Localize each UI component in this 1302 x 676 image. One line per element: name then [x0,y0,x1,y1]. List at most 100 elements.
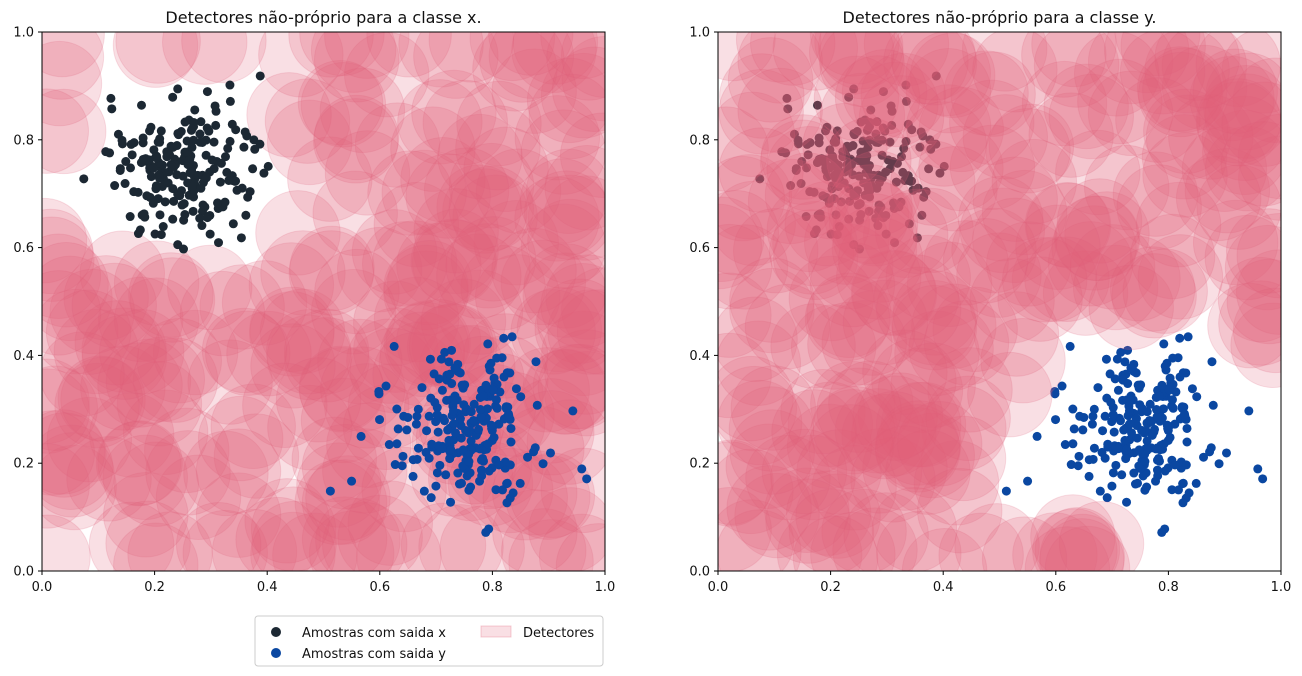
sample-point-class-x [889,198,899,208]
detector-circle [301,496,388,571]
sample-point-class-y [1120,435,1130,445]
detector-circle [1192,199,1279,286]
sample-point-class-y [476,465,486,475]
detector-circle [354,102,441,188]
sample-point-class-x [225,96,235,106]
detector-circle [718,224,789,310]
sample-point-class-x [150,229,160,239]
detector-circle [905,84,992,170]
sample-point-class-x [201,173,211,183]
detector-circle [956,232,1042,318]
detector-circle [1189,55,1275,142]
sample-point-class-y [464,457,474,467]
detector-circle [832,181,919,267]
detector-circle [728,386,815,472]
sample-point-class-x [175,191,185,201]
detector-circle [152,309,239,396]
detector-circle [437,113,523,200]
sample-point-class-y [489,432,499,442]
detector-circle [1142,132,1228,218]
detector-circle [942,218,1029,304]
detector-circle [42,331,125,417]
sample-point-class-x [899,143,909,153]
detector-circle [1039,513,1125,571]
sample-point-class-y [1113,444,1123,454]
detector-circle [272,512,358,571]
chart-right-title: Detectores não-próprio para a classe y. [843,8,1157,27]
sample-point-class-y [1131,414,1141,424]
detector-circle [905,32,991,117]
detector-circle [460,244,546,331]
detector-circle [819,32,905,108]
sample-point-class-x [891,177,901,187]
sample-point-class-x [848,141,858,151]
detector-circle [144,407,230,494]
sample-point-class-x [200,202,210,212]
detector-circle [258,32,344,98]
sample-point-class-x [224,175,234,185]
sample-point-class-x [831,210,841,220]
detector-circle [361,446,447,533]
sample-point-class-y [1152,465,1162,475]
sample-point-class-x [232,185,242,195]
y-tick-label: 0.4 [13,349,34,364]
sample-point-class-y [506,437,516,447]
detector-circle [555,523,605,571]
detector-circle [874,404,961,490]
detector-circle [479,32,565,103]
x-tick-label: 0.2 [820,580,841,595]
sample-point-class-y [1032,431,1042,441]
detector-circle [997,256,1083,342]
detector-circle [760,114,847,200]
sample-point-class-y [446,445,456,455]
detector-circle [508,519,594,571]
sample-point-class-x [239,142,249,152]
sample-point-class-y [1107,481,1117,491]
detector-circle [66,436,152,522]
sample-point-class-y [457,380,467,390]
sample-point-class-y [1108,410,1118,420]
detector-circle [1202,109,1281,196]
detector-circle [875,381,962,468]
y-tick-label: 1.0 [13,26,34,41]
detector-circle [540,263,605,349]
sample-point-class-y [1158,404,1168,414]
detector-circle [112,32,199,88]
detector-circle [561,267,605,353]
sample-point-class-x [849,84,859,94]
sample-point-class-x [820,155,830,165]
sample-point-class-y [1084,455,1094,465]
detector-circle [819,72,906,159]
detector-circle [894,310,980,396]
sample-point-class-x [791,165,801,175]
detector-circle [102,434,189,521]
detector-circle [283,308,370,395]
detector-circle [413,188,499,274]
detector-circle [1236,212,1281,299]
sample-point-class-x [869,170,879,180]
legend-label-detectores: Detectores [523,626,594,641]
y-tick-label: 0.2 [689,457,710,472]
sample-point-class-y [1101,354,1111,364]
detector-circle [851,250,938,337]
sample-point-class-x [873,221,883,231]
sample-point-class-x [912,233,922,243]
sample-point-class-y [506,423,516,433]
detector-circle [832,507,918,571]
sample-point-class-y [429,369,439,379]
detector-circle [523,170,605,256]
detector-circle [921,385,1007,471]
y-tick-label: 0.4 [689,349,710,364]
sample-point-class-x [107,104,117,114]
sample-point-class-y [1093,383,1103,393]
detector-circle [718,332,772,419]
sample-point-class-y [1180,409,1190,419]
detector-circle [776,511,863,571]
detector-circle [889,412,975,499]
sample-point-class-x [211,120,221,130]
detector-circle [852,375,938,461]
detector-circle [528,487,605,571]
detector-circle [398,32,484,88]
detector-circle [1220,121,1281,207]
